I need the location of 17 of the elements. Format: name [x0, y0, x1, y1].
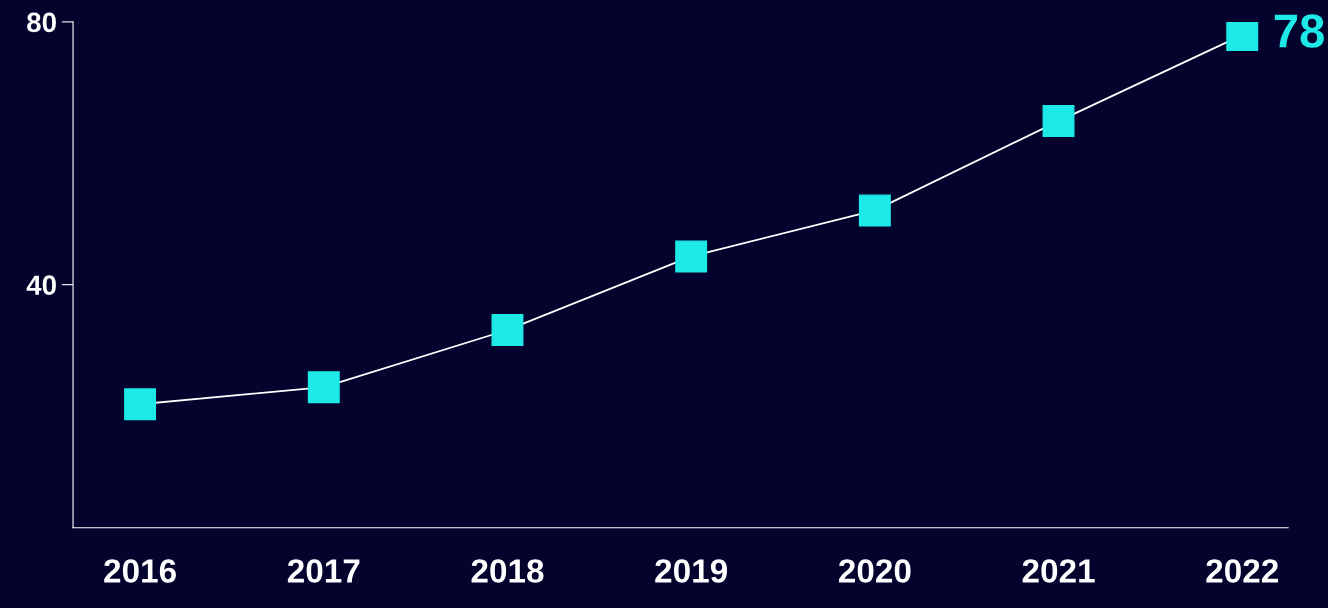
point — [491, 314, 524, 346]
x-tick-label: 2022 — [1206, 559, 1278, 583]
point — [124, 388, 157, 421]
point — [675, 240, 708, 273]
point — [1042, 105, 1075, 138]
y-tick-label: 40 — [26, 275, 56, 296]
x-tick-label: 2019 — [655, 559, 728, 583]
point — [1226, 21, 1259, 51]
x-tick-label: 2021 — [1022, 559, 1095, 583]
y-tick-label: 80 — [27, 12, 56, 33]
x-tick-label: 2016 — [104, 559, 176, 583]
x-tick-label: 2020 — [838, 559, 911, 583]
x-tick-label: 2018 — [471, 559, 544, 583]
x-tick-label: 2017 — [287, 559, 360, 583]
point — [307, 371, 340, 404]
data-label: 78 — [1274, 14, 1324, 48]
point — [858, 194, 891, 227]
